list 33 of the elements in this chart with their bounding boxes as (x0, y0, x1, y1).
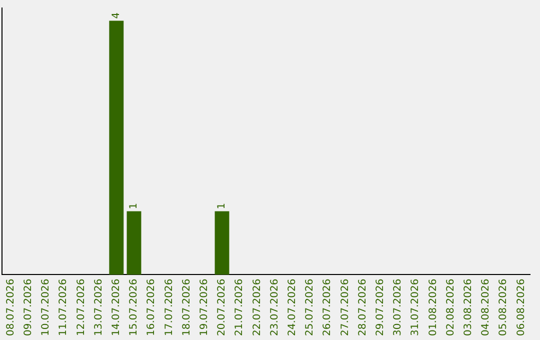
x-tick-label: 05.08.2026 (498, 278, 510, 336)
x-tick-label: 31.07.2026 (410, 278, 422, 336)
x-tick-label: 22.07.2026 (252, 278, 263, 336)
x-tick-label: 29.07.2026 (374, 278, 386, 336)
x-tick-label: 18.07.2026 (181, 278, 192, 336)
x-tick-label: 26.07.2026 (322, 278, 334, 336)
x-tick-label: 16.07.2026 (146, 278, 158, 336)
data-label: 4 (110, 12, 122, 19)
x-tick-label: 03.08.2026 (462, 278, 474, 336)
x-tick-label: 14.07.2026 (110, 278, 122, 336)
x-tick-label: 02.08.2026 (445, 278, 456, 336)
x-tick-label: 13.07.2026 (93, 278, 104, 336)
x-tick-label: 28.07.2026 (357, 278, 368, 336)
x-tick-label: 12.07.2026 (76, 278, 87, 336)
x-tick-label: 06.08.2026 (516, 278, 527, 336)
x-tick-label: 11.07.2026 (58, 278, 70, 336)
x-tick-label: 17.07.2026 (164, 278, 175, 336)
x-tick-label: 15.07.2026 (128, 278, 140, 336)
x-tick-label: 19.07.2026 (198, 278, 210, 336)
x-tick-label: 08.07.2026 (5, 278, 16, 336)
x-tick-label: 10.07.2026 (40, 278, 52, 336)
data-label: 1 (216, 202, 228, 210)
x-tick-label: 27.07.2026 (340, 278, 351, 336)
x-tick-label: 24.07.2026 (286, 278, 298, 336)
data-label: 1 (128, 202, 140, 210)
x-tick-label: 09.07.2026 (22, 278, 34, 336)
x-tick-label: 04.08.2026 (480, 278, 492, 336)
x-tick-label: 23.07.2026 (269, 278, 280, 336)
x-tick-label: 21.07.2026 (234, 278, 246, 336)
x-tick-label: 20.07.2026 (216, 278, 228, 336)
x-tick-label: 30.07.2026 (392, 278, 404, 336)
x-tick-label: 25.07.2026 (304, 278, 316, 336)
x-tick-label: 01.08.2026 (428, 278, 439, 336)
